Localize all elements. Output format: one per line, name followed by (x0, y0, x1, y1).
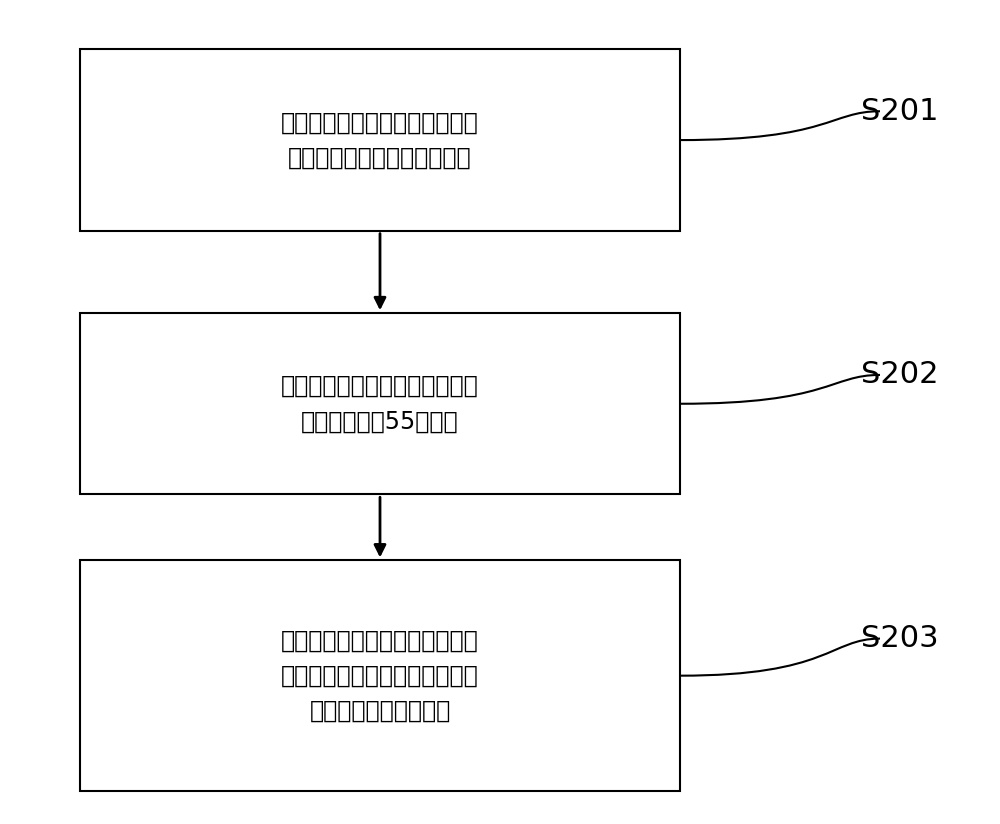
Text: 根据天气情况确定发酵数天，发
酵温度维持在55度以上: 根据天气情况确定发酵数天，发 酵温度维持在55度以上 (281, 374, 479, 433)
FancyBboxPatch shape (80, 313, 680, 494)
FancyBboxPatch shape (80, 560, 680, 791)
Text: 将沼渣与新鲜的畜禽粪便按照适
当比例混合，投入动态发酵池: 将沼渣与新鲜的畜禽粪便按照适 当比例混合，投入动态发酵池 (281, 110, 479, 170)
FancyBboxPatch shape (80, 49, 680, 231)
Text: S202: S202 (861, 360, 939, 390)
Text: S201: S201 (861, 96, 939, 126)
Text: S203: S203 (861, 624, 939, 653)
Text: 采用旋耕式翻料方式，使新鲜粪
便与粪便沼渣、水分调理剂、微
生物接种剂充分地混合: 采用旋耕式翻料方式，使新鲜粪 便与粪便沼渣、水分调理剂、微 生物接种剂充分地混合 (281, 628, 479, 723)
